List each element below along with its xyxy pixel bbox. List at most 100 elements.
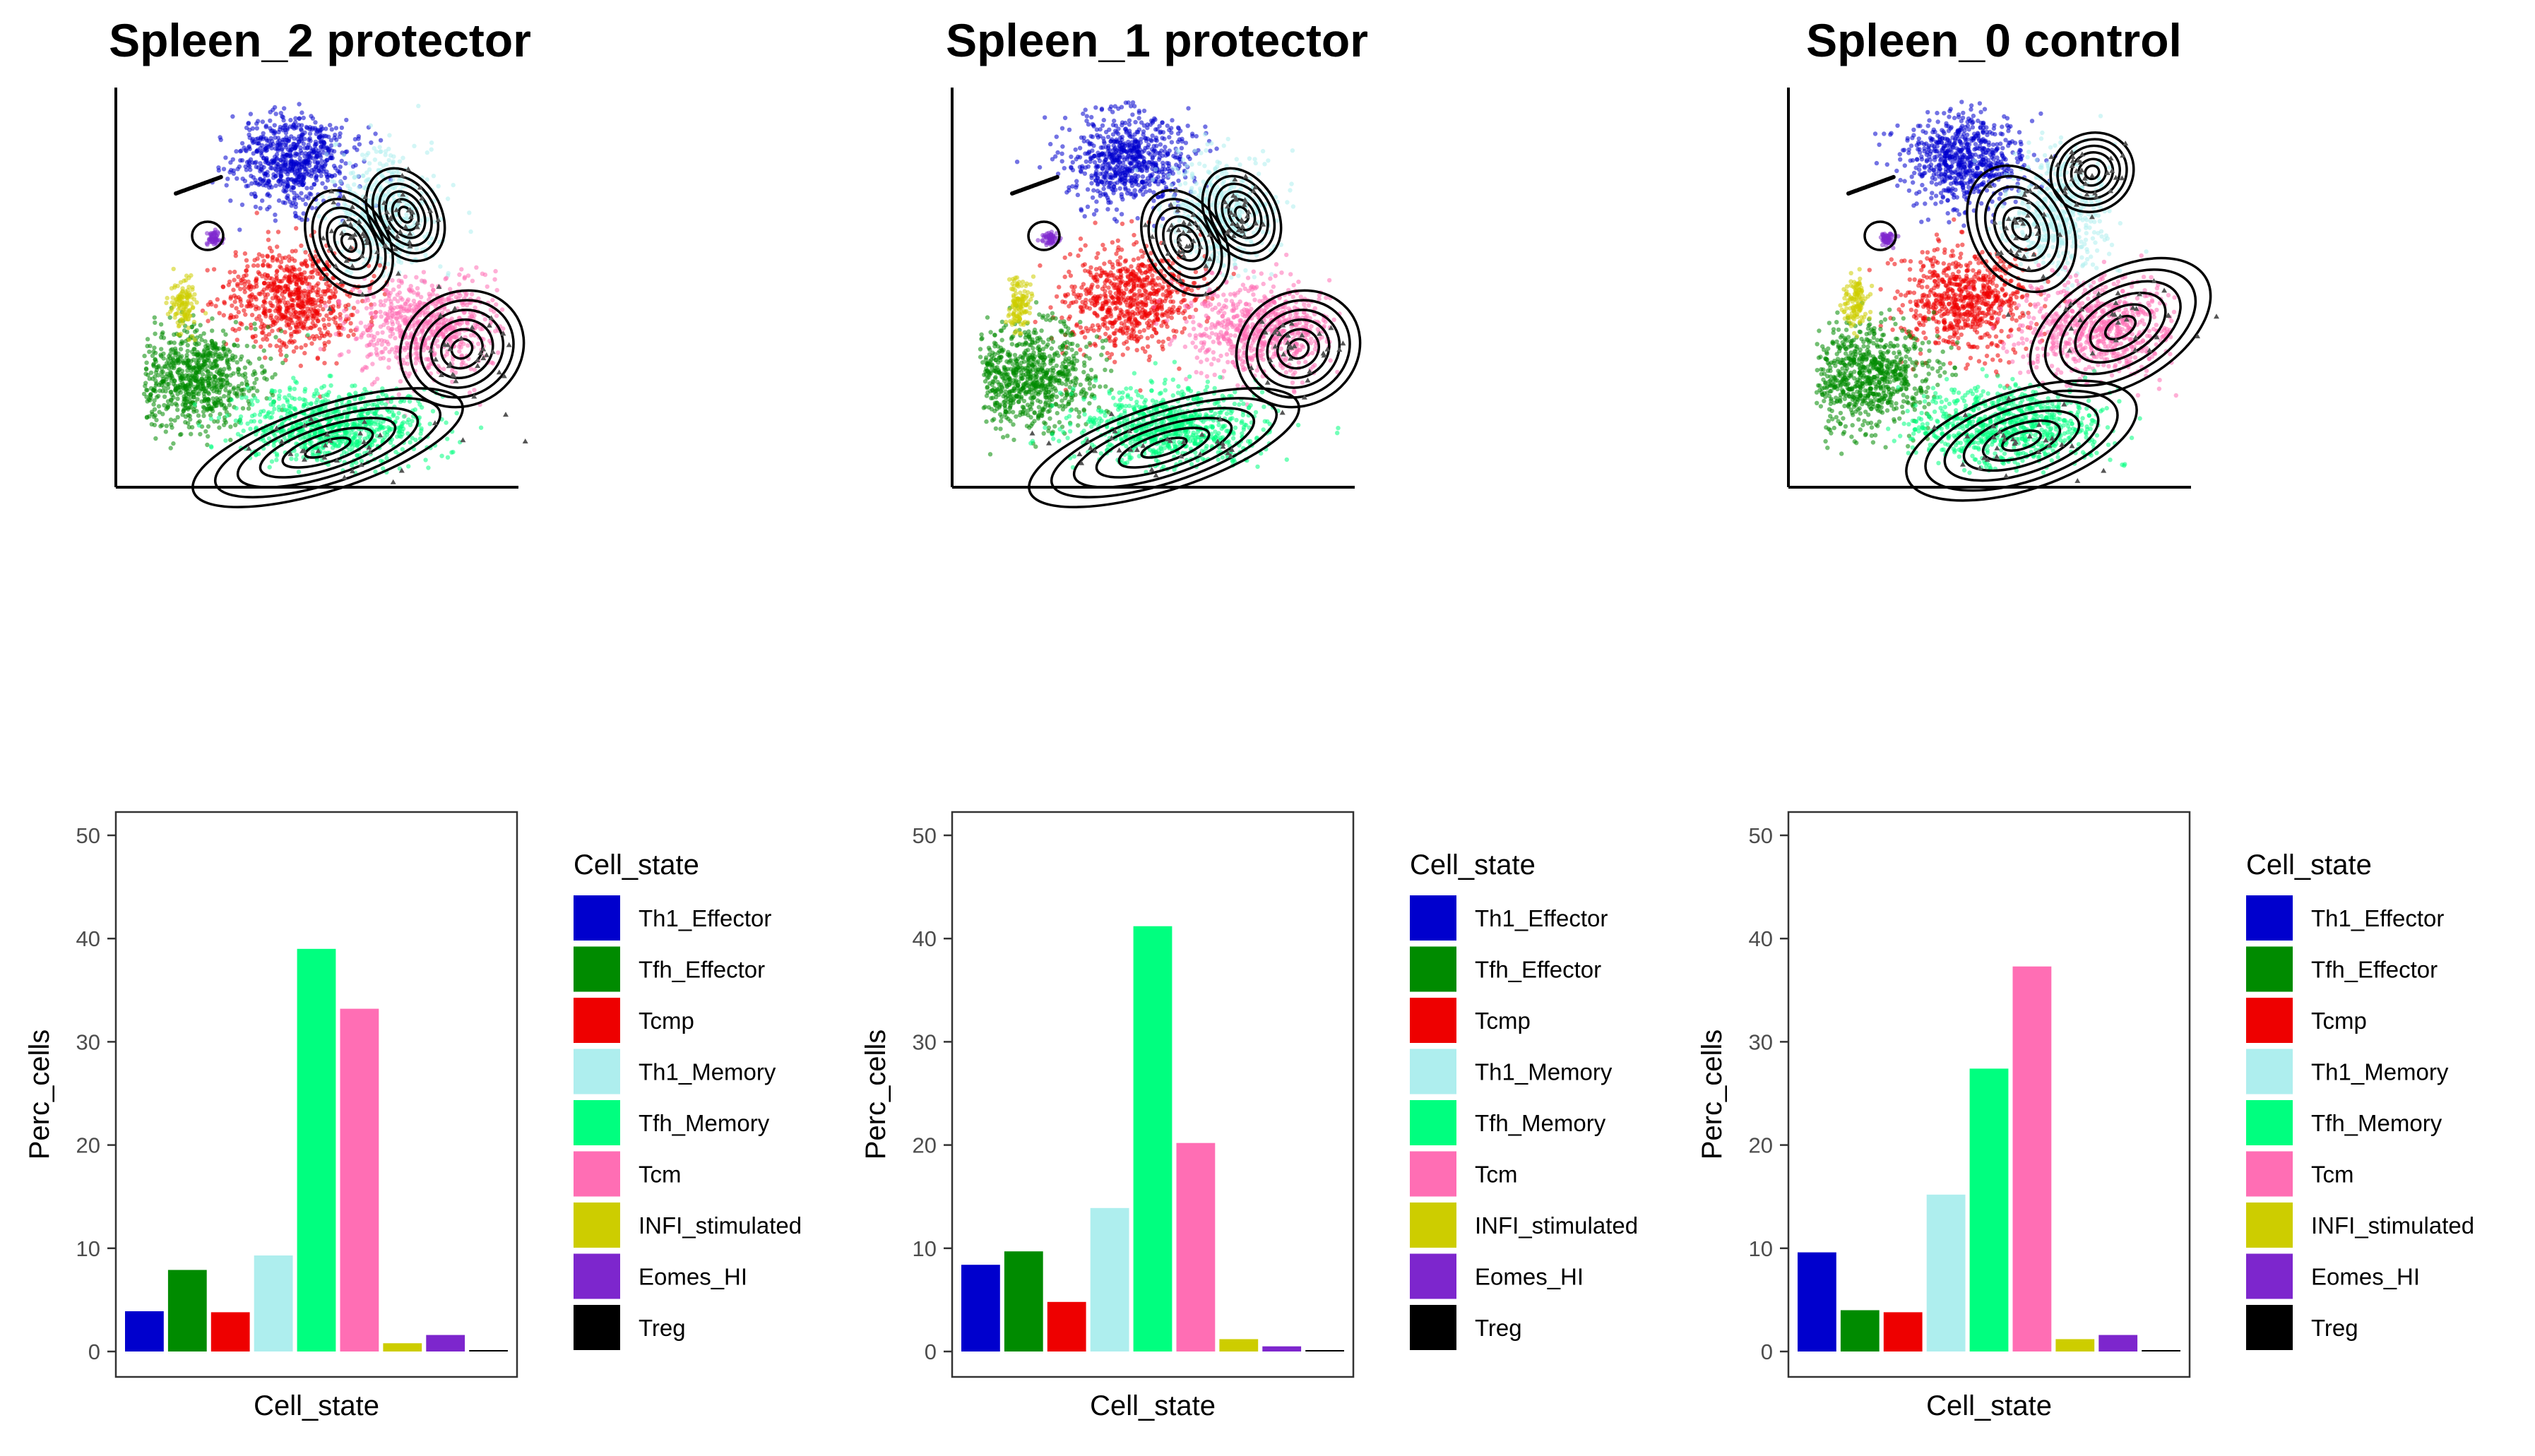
legend-spleen-0: Cell_state Th1_Effector Tfh_Effector Tcmp Th… xyxy=(2246,849,2474,1350)
bar-chart-spleen-2: 0 10 20 30 40 50 Perc_cells Cell_state xyxy=(24,811,518,1421)
bar-infi-stimulated xyxy=(383,1343,422,1351)
cluster-treg xyxy=(174,174,223,196)
legend-swatch-tfh-memory xyxy=(574,1100,620,1145)
y-tick-label: 30 xyxy=(1749,1030,1773,1054)
legend-label-th1-effector: Th1_Effector xyxy=(1475,905,1608,931)
bar-tcmp xyxy=(1047,1301,1086,1351)
legend-label-tcmp: Tcmp xyxy=(1475,1008,1531,1034)
cluster-eomes-hi xyxy=(1878,231,1901,251)
density-contours xyxy=(191,167,526,508)
bar-th1-memory xyxy=(1926,1194,1966,1351)
legend-label-th1-effector: Th1_Effector xyxy=(639,905,771,931)
legend-swatch-tfh-effector xyxy=(2246,946,2293,992)
y-tick-label: 40 xyxy=(76,926,100,951)
legend-label-th1-memory: Th1_Memory xyxy=(639,1059,776,1085)
legend-swatch-tcm xyxy=(2246,1151,2293,1197)
bar-th1-memory xyxy=(1090,1207,1129,1351)
bar-th1-effector xyxy=(1798,1252,1836,1351)
legend-label-tcm: Tcm xyxy=(1475,1162,1518,1188)
cluster-tcmp xyxy=(1033,219,1236,393)
legend-swatch-treg xyxy=(2246,1305,2293,1350)
legend-swatch-tfh-effector xyxy=(574,946,620,992)
legend-label-eomes-hi: Eomes_HI xyxy=(639,1264,747,1290)
bar-tcm xyxy=(1176,1142,1216,1351)
legend-label-treg: Treg xyxy=(2311,1315,2358,1341)
umap-density-plot-spleen-0 xyxy=(1787,88,2219,502)
legend-swatch-tfh-memory xyxy=(1410,1100,1456,1145)
cluster-infi-stimulated xyxy=(1004,274,1036,336)
legend-label-eomes-hi: Eomes_HI xyxy=(2311,1264,2420,1290)
y-axis-title: Perc_cells xyxy=(1697,1030,1728,1160)
legend-label-tfh-effector: Tfh_Effector xyxy=(639,957,765,983)
umap-density-plot-spleen-2 xyxy=(114,88,528,508)
legend-label-tcm: Tcm xyxy=(639,1162,682,1188)
legend-swatch-infi-stimulated xyxy=(1410,1203,1456,1248)
bar-tfh-effector xyxy=(1004,1251,1043,1351)
cluster-treg xyxy=(1010,174,1059,196)
y-tick-label: 20 xyxy=(913,1133,937,1158)
legend-spleen-2: Cell_state Th1_Effector Tfh_Effector Tcmp Th… xyxy=(574,849,802,1350)
cell-markers xyxy=(246,166,528,484)
x-axis-title: Cell_state xyxy=(1926,1390,2052,1421)
cluster-tcmp xyxy=(1867,217,2067,388)
legend-label-treg: Treg xyxy=(639,1315,686,1341)
legend-swatch-th1-effector xyxy=(1410,895,1456,941)
legend-label-th1-memory: Th1_Memory xyxy=(1475,1059,1613,1085)
legend-swatch-th1-memory xyxy=(1410,1049,1456,1094)
legend-label-infi-stimulated: INFI_stimulated xyxy=(639,1212,802,1239)
legend-swatch-eomes-hi xyxy=(2246,1253,2293,1299)
bar-tcmp xyxy=(1883,1312,1923,1351)
legend-swatch-th1-memory xyxy=(2246,1049,2293,1094)
cluster-tcm xyxy=(1151,252,1342,407)
y-tick-label: 10 xyxy=(1749,1236,1773,1261)
y-tick-label: 40 xyxy=(1749,926,1773,951)
legend-label-tcmp: Tcmp xyxy=(639,1008,694,1034)
cluster-tfh-effector xyxy=(1814,300,1960,456)
legend-label-tfh-effector: Tfh_Effector xyxy=(2311,957,2438,983)
legend-label-eomes-hi: Eomes_HI xyxy=(1475,1264,1584,1290)
bar-treg xyxy=(1305,1350,1344,1351)
bar-th1-memory xyxy=(254,1255,293,1351)
legend-title: Cell_state xyxy=(1410,849,1536,881)
cluster-tfh-effector xyxy=(978,300,1114,457)
cluster-th1-memory xyxy=(1132,132,1296,291)
x-axis-title: Cell_state xyxy=(1090,1390,1216,1421)
y-tick-label: 0 xyxy=(925,1339,937,1364)
legend-label-th1-memory: Th1_Memory xyxy=(2311,1059,2449,1085)
bar-tfh-memory xyxy=(1133,926,1172,1351)
bar-tcm xyxy=(340,1008,379,1351)
bar-plot-frame xyxy=(114,811,518,1378)
bar-tcm xyxy=(2012,966,2052,1351)
bar-tcmp xyxy=(210,1312,250,1351)
legend-swatch-th1-effector xyxy=(574,895,620,941)
legend-swatch-th1-effector xyxy=(2246,895,2293,941)
density-contours xyxy=(1027,167,1362,508)
x-axis-title: Cell_state xyxy=(254,1390,379,1421)
cluster-th1-effector xyxy=(1014,100,1219,229)
legend-title: Cell_state xyxy=(574,849,699,881)
legend-label-tfh-effector: Tfh_Effector xyxy=(1475,957,1601,983)
legend-label-tcm: Tcm xyxy=(2311,1162,2354,1188)
cluster-infi-stimulated xyxy=(164,266,208,342)
legend-swatch-tcm xyxy=(1410,1151,1456,1197)
legend-label-tcmp: Tcmp xyxy=(2311,1008,2367,1034)
panel-title-spleen-0: Spleen_0 control xyxy=(1806,14,2182,66)
y-tick-label: 10 xyxy=(76,1236,100,1261)
y-tick-label: 0 xyxy=(1761,1339,1773,1364)
y-tick-label: 0 xyxy=(88,1339,100,1364)
cell-markers xyxy=(1931,141,2219,483)
legend-swatch-tcmp xyxy=(574,998,620,1043)
y-axis-title: Perc_cells xyxy=(860,1030,891,1160)
y-tick-label: 50 xyxy=(76,823,100,848)
legend-swatch-treg xyxy=(574,1305,620,1350)
legend-swatch-eomes-hi xyxy=(574,1253,620,1299)
legend-swatch-tfh-effector xyxy=(1410,946,1456,992)
y-axis-title: Perc_cells xyxy=(24,1030,55,1160)
legend-label-tfh-memory: Tfh_Memory xyxy=(2311,1110,2442,1136)
bar-eomes-hi xyxy=(2098,1335,2138,1351)
bar-eomes-hi xyxy=(1262,1346,1302,1351)
bar-tfh-effector xyxy=(1840,1310,1880,1351)
legend-label-th1-effector: Th1_Effector xyxy=(2311,905,2444,931)
legend-label-infi-stimulated: INFI_stimulated xyxy=(2311,1212,2474,1239)
